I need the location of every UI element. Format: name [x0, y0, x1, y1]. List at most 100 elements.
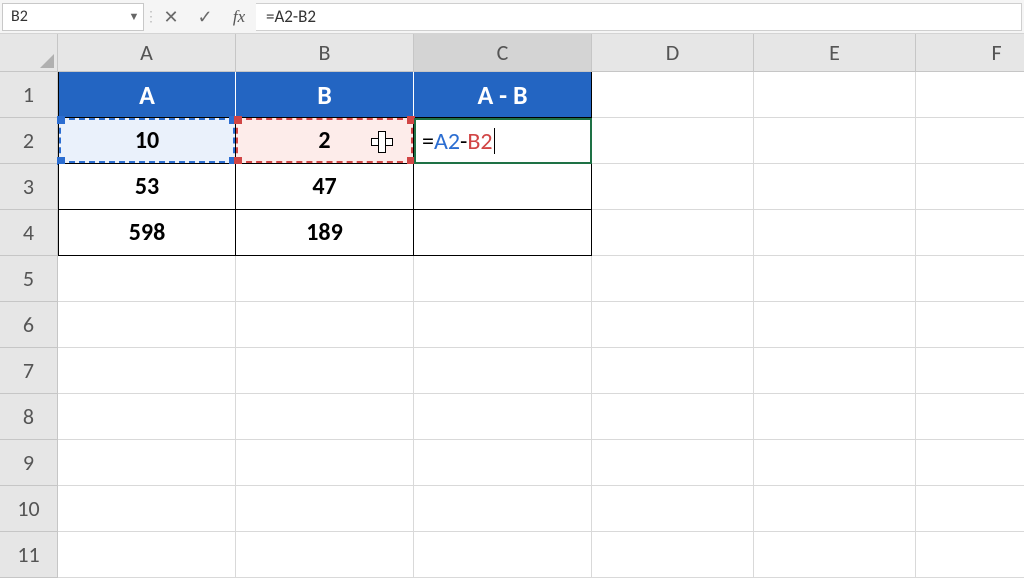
cell-e3[interactable] — [754, 164, 916, 210]
row-header-8[interactable]: 8 — [0, 394, 58, 440]
cell-d6[interactable] — [592, 302, 754, 348]
name-box-value: B2 — [3, 7, 125, 26]
cell-f9[interactable] — [916, 440, 1024, 486]
cell-c3[interactable] — [414, 164, 592, 210]
cell-c8[interactable] — [414, 394, 592, 440]
cell-a3[interactable]: 53 — [58, 164, 236, 210]
formula-op: - — [460, 127, 467, 156]
cell-a11[interactable] — [58, 532, 236, 578]
row-header-9[interactable]: 9 — [0, 440, 58, 486]
cell-e11[interactable] — [754, 532, 916, 578]
cell-a5[interactable] — [58, 256, 236, 302]
cell-a7[interactable] — [58, 348, 236, 394]
cell-a4[interactable]: 598 — [58, 210, 236, 256]
cell-f3[interactable] — [916, 164, 1024, 210]
cell-d10[interactable] — [592, 486, 754, 532]
cell-c4[interactable] — [414, 210, 592, 256]
cell-d4[interactable] — [592, 210, 754, 256]
cell-d5[interactable] — [592, 256, 754, 302]
row-header-10[interactable]: 10 — [0, 486, 58, 532]
cell-b7[interactable] — [236, 348, 414, 394]
cell-b1[interactable]: B — [236, 72, 414, 118]
cell-f5[interactable] — [916, 256, 1024, 302]
cell-f8[interactable] — [916, 394, 1024, 440]
cell-b11[interactable] — [236, 532, 414, 578]
row-headers: 1234567891011 — [0, 72, 58, 578]
column-header-d[interactable]: D — [592, 34, 754, 72]
cell-c11[interactable] — [414, 532, 592, 578]
cell-f7[interactable] — [916, 348, 1024, 394]
reference-highlight-b2 — [236, 118, 413, 163]
cell-f11[interactable] — [916, 532, 1024, 578]
cells-area[interactable]: ABA - B 102=A2-B2 5347598189 — [58, 72, 1024, 578]
cell-f2[interactable] — [916, 118, 1024, 164]
row-header-6[interactable]: 6 — [0, 302, 58, 348]
cell-f10[interactable] — [916, 486, 1024, 532]
cell-c10[interactable] — [414, 486, 592, 532]
cell-d8[interactable] — [592, 394, 754, 440]
cell-a9[interactable] — [58, 440, 236, 486]
cell-b3[interactable]: 47 — [236, 164, 414, 210]
cell-e6[interactable] — [754, 302, 916, 348]
row-header-11[interactable]: 11 — [0, 532, 58, 578]
formula-input-text: =A2-B2 — [266, 6, 316, 27]
cancel-formula-button[interactable]: ✕ — [154, 3, 188, 31]
cell-f4[interactable] — [916, 210, 1024, 256]
cell-d2[interactable] — [592, 118, 754, 164]
name-box[interactable]: B2 ▼ — [2, 3, 144, 31]
cell-a10[interactable] — [58, 486, 236, 532]
formula-bar: B2 ▼ ⋮ ✕ ✓ fx =A2-B2 — [0, 0, 1024, 34]
cell-e4[interactable] — [754, 210, 916, 256]
name-box-dropdown-icon[interactable]: ▼ — [125, 10, 143, 23]
formula-input[interactable]: =A2-B2 — [256, 3, 1022, 31]
cell-a6[interactable] — [58, 302, 236, 348]
cell-e9[interactable] — [754, 440, 916, 486]
cell-c9[interactable] — [414, 440, 592, 486]
cell-a8[interactable] — [58, 394, 236, 440]
cell-d11[interactable] — [592, 532, 754, 578]
formula-eq: = — [422, 127, 434, 156]
select-all-corner[interactable] — [0, 34, 58, 72]
cell-e10[interactable] — [754, 486, 916, 532]
row-header-7[interactable]: 7 — [0, 348, 58, 394]
row-header-4[interactable]: 4 — [0, 210, 58, 256]
cell-b5[interactable] — [236, 256, 414, 302]
cell-c5[interactable] — [414, 256, 592, 302]
cell-b9[interactable] — [236, 440, 414, 486]
cell-e7[interactable] — [754, 348, 916, 394]
cell-e5[interactable] — [754, 256, 916, 302]
text-caret — [494, 128, 495, 154]
cell-c6[interactable] — [414, 302, 592, 348]
cell-b6[interactable] — [236, 302, 414, 348]
column-header-e[interactable]: E — [754, 34, 916, 72]
cell-d7[interactable] — [592, 348, 754, 394]
row-header-2[interactable]: 2 — [0, 118, 58, 164]
insert-function-button[interactable]: fx — [222, 3, 256, 31]
cell-a2[interactable]: 10 — [58, 118, 236, 164]
cell-b8[interactable] — [236, 394, 414, 440]
cell-e1[interactable] — [754, 72, 916, 118]
cell-e8[interactable] — [754, 394, 916, 440]
cell-f6[interactable] — [916, 302, 1024, 348]
column-header-f[interactable]: F — [916, 34, 1024, 72]
column-header-a[interactable]: A — [58, 34, 236, 72]
cell-c2[interactable]: =A2-B2 — [414, 118, 592, 164]
column-headers: ABCDEF — [58, 34, 1024, 72]
cell-c7[interactable] — [414, 348, 592, 394]
row-header-3[interactable]: 3 — [0, 164, 58, 210]
cell-d1[interactable] — [592, 72, 754, 118]
cell-b10[interactable] — [236, 486, 414, 532]
cell-c1[interactable]: A - B — [414, 72, 592, 118]
cell-d3[interactable] — [592, 164, 754, 210]
cell-a1[interactable]: A — [58, 72, 236, 118]
row-header-1[interactable]: 1 — [0, 72, 58, 118]
cell-b4[interactable]: 189 — [236, 210, 414, 256]
cell-e2[interactable] — [754, 118, 916, 164]
cell-b2[interactable]: 2 — [236, 118, 414, 164]
row-header-5[interactable]: 5 — [0, 256, 58, 302]
cell-d9[interactable] — [592, 440, 754, 486]
cell-f1[interactable] — [916, 72, 1024, 118]
confirm-formula-button[interactable]: ✓ — [188, 3, 222, 31]
column-header-c[interactable]: C — [414, 34, 592, 72]
column-header-b[interactable]: B — [236, 34, 414, 72]
